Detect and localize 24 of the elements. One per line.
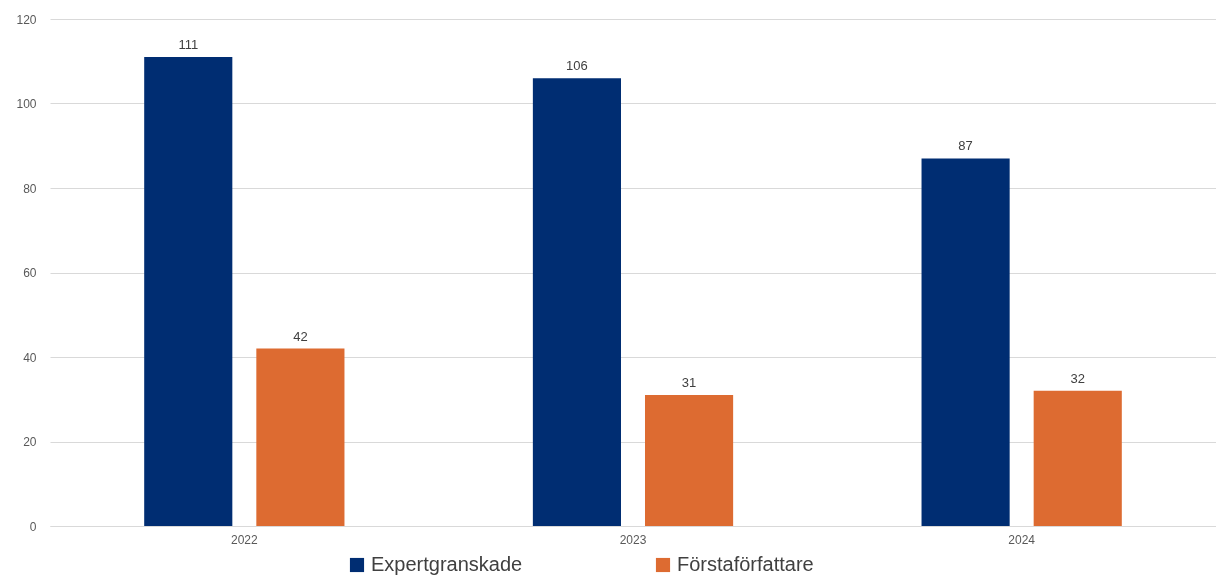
y-tick-label: 60	[23, 266, 37, 280]
y-tick-label: 0	[29, 519, 37, 534]
data-label: 42	[293, 328, 308, 344]
bar	[645, 395, 734, 526]
data-label: 111	[178, 37, 199, 53]
y-tick-label: 40	[23, 350, 37, 365]
data-label: 32	[1070, 370, 1085, 386]
y-tick-label: 80	[23, 181, 37, 196]
bar	[1033, 390, 1122, 526]
legend-label: Förstaförfattare	[677, 553, 814, 575]
bar	[144, 57, 233, 526]
data-label: 31	[681, 375, 697, 391]
bar	[532, 78, 621, 526]
y-tick-label: 100	[16, 97, 37, 111]
bar	[921, 158, 1010, 526]
x-tick-label: 2023	[619, 532, 647, 547]
x-tick-label: 2022	[230, 532, 258, 547]
bar	[256, 348, 345, 526]
x-tick-label: 2024	[1008, 532, 1036, 547]
y-tick-label: 120	[16, 12, 37, 27]
y-tick-label: 20	[23, 435, 37, 449]
data-label: 87	[958, 138, 973, 154]
data-label: 106	[566, 58, 588, 74]
legend-label: Expertgranskade	[371, 553, 523, 575]
